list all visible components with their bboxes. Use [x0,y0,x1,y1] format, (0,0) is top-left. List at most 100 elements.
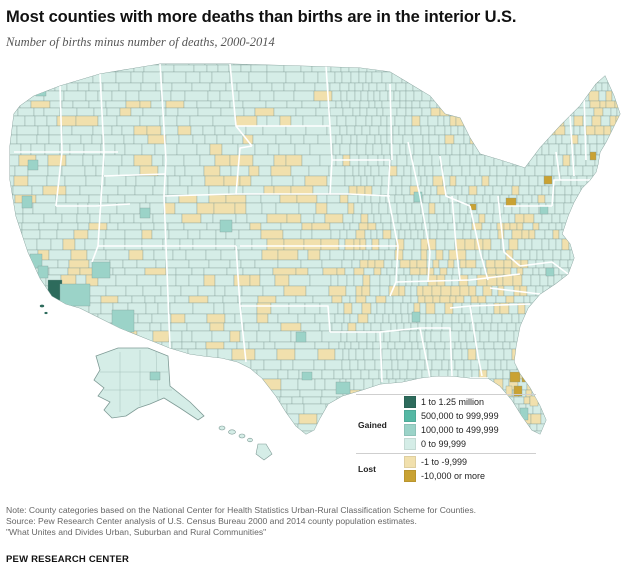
county-cell [543,259,554,269]
county-cell [311,222,331,231]
county-cell [340,64,352,66]
county-cell [630,260,637,268]
county-cell [27,159,39,171]
county-cell [349,100,361,109]
county-cell [192,238,217,251]
county-cell [242,100,267,109]
county-cell [400,64,412,73]
county-cell [417,229,425,240]
county-cell [191,82,211,92]
county-cell [360,369,370,380]
county-cell [324,359,343,371]
county-cell [424,330,432,343]
county-cell [449,154,461,167]
county-cell [275,134,292,145]
county-cell [476,274,488,287]
county-cell [599,430,610,434]
county-cell [616,143,620,156]
county-cell [74,322,98,332]
county-cell [469,64,480,73]
report-title-text: "What Unites and Divides Urban, Suburban… [6,527,267,537]
county-cell [622,56,628,65]
legend-swatch [404,456,416,468]
county-cell [529,249,538,261]
county-cell [624,450,632,461]
county-cell [397,213,408,224]
county-cell [220,107,245,117]
hawaii-inset [218,425,273,461]
county-cell [177,125,192,136]
county-cell [368,82,378,92]
county-cell [245,125,264,136]
county-cell [557,348,565,361]
county-cell [564,125,575,136]
county-cell [586,359,595,371]
county-cell [603,154,611,167]
county-cell [350,134,358,145]
county-cell [577,71,586,84]
county-cell [197,107,222,117]
county-cell [125,285,144,297]
legend-item-label: 0 to 99,999 [421,439,467,449]
county-cell [180,285,199,297]
county-cell [460,64,471,73]
county-cell [483,322,492,332]
county-cell [10,213,24,224]
county-cell [600,274,612,287]
county-cell [16,348,31,361]
county-cell [465,115,477,127]
county-cell [615,154,620,167]
county-cell [445,143,453,156]
county-cell [279,194,298,204]
county-cell [319,423,335,432]
county-cell [606,389,614,398]
county-cell [292,175,306,187]
county-cell [45,403,57,415]
county-cell [497,322,508,332]
county-cell [547,302,555,315]
county-cell [610,413,618,425]
county-cell [265,100,288,109]
county-cell [460,100,471,109]
county-cell [403,194,415,204]
county-cell [151,154,164,167]
county-cell [404,64,413,66]
county-cell [565,378,573,391]
county-cell [139,115,161,127]
county-cell [429,229,438,240]
county-cell [358,222,369,231]
county-cell [365,295,377,304]
county-cell [584,71,592,84]
county-cell [146,442,165,450]
county-cell [614,194,620,204]
county-cell [378,165,390,177]
county-cell [401,71,409,84]
county-cell [317,348,336,361]
county-cell [308,165,330,177]
county-cell [338,430,347,434]
county-cell [511,185,520,196]
county-cell [85,90,99,102]
county-cell [465,175,476,187]
county-cell [519,175,530,187]
county-cell [418,165,426,177]
county-cell [66,369,91,380]
county-cell [254,107,275,117]
county-cell [632,91,637,101]
county-cell [10,413,22,425]
county-cell [520,249,531,261]
county-cell [554,295,566,304]
county-cell [300,322,321,332]
county-cell [115,71,132,84]
county-cell [511,313,520,324]
county-cell [407,359,418,371]
county-cell [287,369,300,380]
county-cell [396,107,407,117]
county-cell [586,267,598,276]
county-cell [627,108,633,116]
county-cell [481,313,493,324]
county-cell [497,285,505,297]
county-cell [631,323,637,331]
county-cell [184,313,208,324]
county-cell [495,267,505,276]
